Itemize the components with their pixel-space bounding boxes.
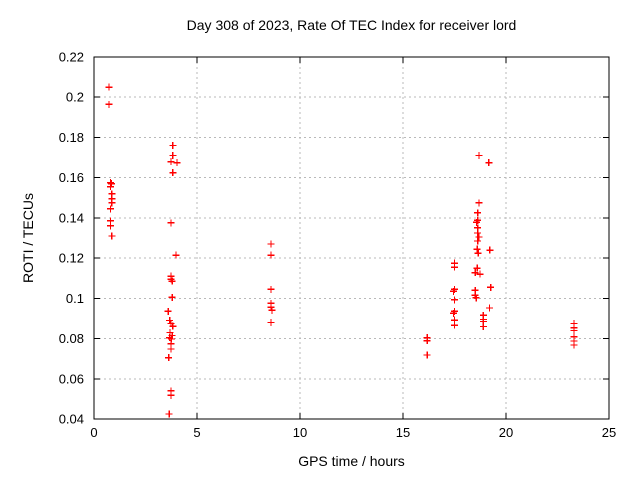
- x-tick-label: 20: [499, 425, 513, 440]
- y-tick-label: 0.04: [59, 412, 84, 427]
- y-tick-label: 0.18: [59, 130, 84, 145]
- plot-border: [93, 56, 610, 420]
- y-tick-label: 0.06: [59, 371, 84, 386]
- x-tick-label: 0: [90, 425, 97, 440]
- y-tick-label: 0.2: [66, 90, 84, 105]
- x-tick-label: 10: [293, 425, 307, 440]
- y-tick-label: 0.12: [59, 251, 84, 266]
- y-axis-label: ROTI / TECUs: [20, 193, 36, 283]
- x-axis-label: GPS time / hours: [298, 453, 405, 469]
- y-tick-label: 0.16: [59, 170, 84, 185]
- x-tick-label: 15: [396, 425, 410, 440]
- x-tick-label: 5: [193, 425, 200, 440]
- y-tick-label: 0.14: [59, 210, 84, 225]
- chart-title: Day 308 of 2023, Rate Of TEC Index for r…: [186, 17, 517, 33]
- x-tick-label: 25: [602, 425, 616, 440]
- y-tick-label: 0.1: [66, 291, 84, 306]
- y-tick-label: 0.08: [59, 331, 84, 346]
- y-tick-label: 0.22: [59, 50, 84, 65]
